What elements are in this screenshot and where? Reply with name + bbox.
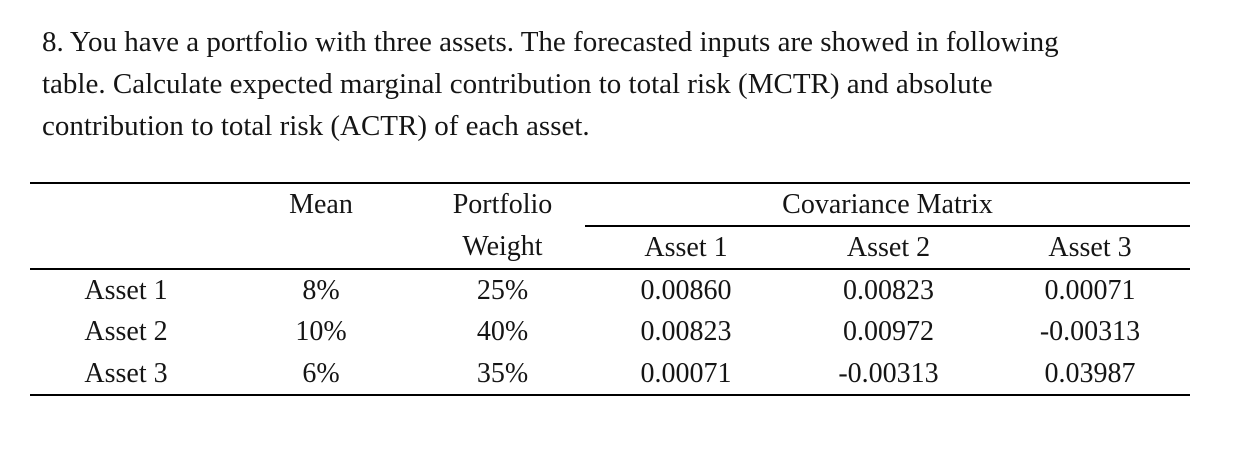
table-header: Mean Portfolio Covariance Matrix Weight … [30,183,1190,270]
header-spacer-cell [30,226,222,270]
row-label: Asset 3 [84,357,168,389]
table-header-row-2: Weight Asset 1 Asset 2 Asset 3 [30,226,1190,270]
header-spacer-cell [30,183,222,226]
cell-cov-asset3: -0.00313 [1039,316,1141,347]
header-portfolio: Portfolio [452,189,553,220]
header-covariance-matrix-group: Covariance Matrix [585,183,1190,227]
cell-cov-asset1: 0.00071 [640,357,732,389]
table-header-row-1: Mean Portfolio Covariance Matrix [30,183,1190,227]
table-body: Asset 1 8% 25% 0.00860 0.00823 0.00071 A… [30,269,1190,395]
table-row-asset2: Asset 2 10% 40% 0.00823 0.00972 -0.00313 [30,311,1190,353]
cell-cov-asset2: -0.00313 [838,357,939,389]
table-row-asset3: Asset 3 6% 35% 0.00071 -0.00313 0.03987 [30,353,1190,395]
header-cov-asset3: Asset 3 [990,226,1190,270]
question-text-line-3: contribution to total risk (ACTR) of eac… [42,110,590,142]
cell-cov-asset2: 0.00972 [843,316,934,347]
cell-mean: 10% [295,316,347,347]
cell-cov-asset2: 0.00823 [843,274,934,306]
question-text: 8. You have a portfolio with three asset… [0,0,1250,147]
header-mean: Mean [289,189,353,220]
cell-mean: 8% [302,274,340,306]
row-label: Asset 2 [84,316,168,347]
cell-weight: 25% [476,274,529,306]
cell-mean: 6% [302,357,340,389]
cell-cov-asset3: 0.00071 [1044,274,1136,306]
forecast-inputs-table: Mean Portfolio Covariance Matrix Weight … [30,182,1190,396]
row-label: Asset 1 [84,274,168,306]
header-cov-asset1: Asset 1 [585,226,787,270]
cell-weight: 40% [476,316,529,347]
header-weight: Weight [420,226,585,270]
cell-cov-asset3: 0.03987 [1044,357,1136,389]
cell-weight: 35% [476,357,529,389]
cell-cov-asset1: 0.00823 [640,316,732,347]
question-text-line-1: 8. You have a portfolio with three asset… [42,26,1059,58]
cell-cov-asset1: 0.00860 [640,274,732,306]
header-spacer-cell [222,226,420,270]
table-row-asset1: Asset 1 8% 25% 0.00860 0.00823 0.00071 [30,269,1190,311]
header-cov-asset2: Asset 2 [787,226,990,270]
question-text-line-2: table. Calculate expected marginal contr… [42,68,993,100]
